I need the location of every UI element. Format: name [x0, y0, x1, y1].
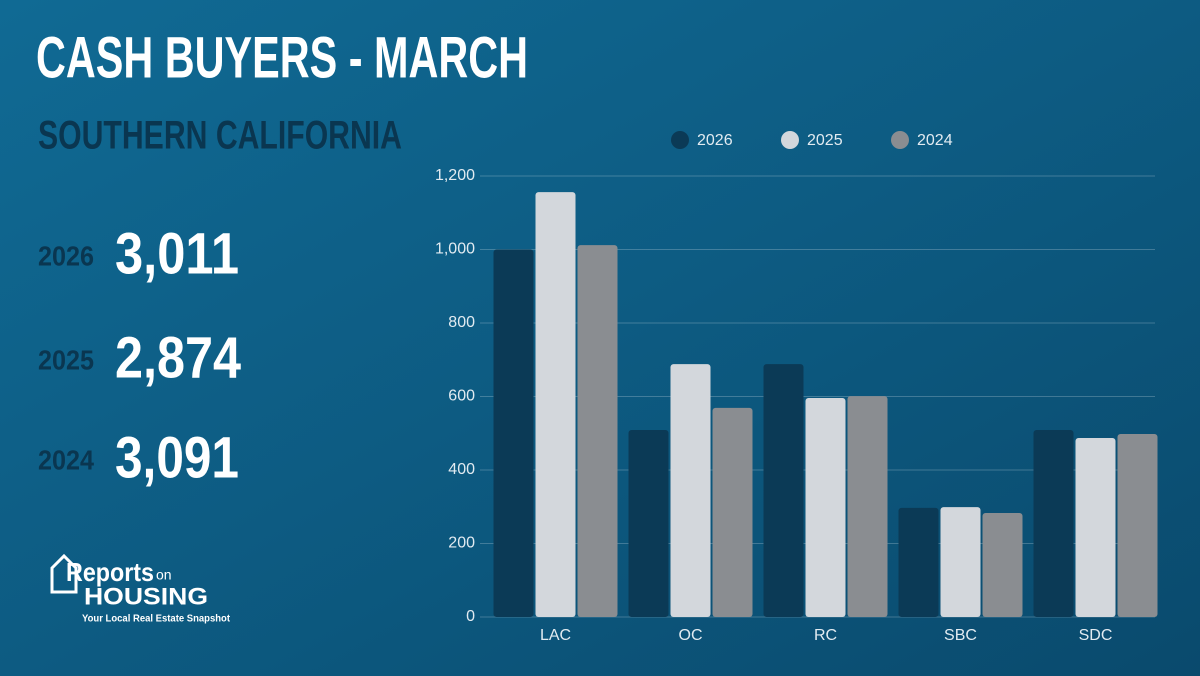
bar: [805, 397, 846, 617]
y-tick-label: 1,000: [435, 241, 475, 258]
chart-subtitle: SOUTHERN CALIFORNIA: [38, 114, 402, 158]
x-tick-label: RC: [814, 627, 837, 644]
bar: [847, 396, 888, 617]
logo-brand: HOUSING: [84, 583, 208, 610]
bar: [982, 512, 1023, 617]
logo-tagline: Your Local Real Estate Snapshot: [82, 614, 231, 625]
x-tick-label: SDC: [1079, 627, 1113, 644]
legend-swatch: [891, 131, 909, 149]
bar: [1075, 438, 1116, 617]
bar: [670, 364, 711, 617]
bar: [628, 429, 669, 617]
y-tick-label: 1,200: [435, 167, 475, 184]
legend-label: 2026: [697, 132, 733, 149]
summary-total: 3,011: [115, 221, 239, 286]
chart-title: CASH BUYERS - MARCH: [36, 25, 528, 90]
y-tick-label: 200: [448, 535, 475, 552]
legend-label: 2025: [807, 132, 843, 149]
x-tick-label: SBC: [944, 627, 977, 644]
summary-total: 3,091: [115, 425, 239, 490]
bar: [577, 245, 618, 617]
x-tick-label: OC: [679, 627, 703, 644]
summary-year: 2026: [38, 240, 94, 271]
bar: [763, 364, 804, 617]
logo: Reports on HOUSING Your Local Real Estat…: [50, 553, 231, 625]
logo-icon: [50, 553, 78, 594]
bar: [493, 249, 534, 617]
y-tick-label: 800: [448, 314, 475, 331]
y-tick-label: 0: [466, 608, 475, 625]
logo-name: Reports: [66, 557, 154, 587]
bar: [898, 507, 939, 617]
x-tick-label: LAC: [540, 627, 571, 644]
bar: [1033, 429, 1074, 617]
y-tick-label: 600: [448, 388, 475, 405]
logo-small: on: [156, 567, 172, 583]
legend-swatch: [781, 131, 799, 149]
bar: [535, 192, 576, 618]
bar: [712, 407, 753, 617]
bar: [1117, 433, 1158, 617]
legend-label: 2024: [917, 132, 953, 149]
summary-year: 2024: [38, 444, 94, 475]
y-tick-label: 400: [448, 461, 475, 478]
legend-swatch: [671, 131, 689, 149]
summary-year: 2025: [38, 344, 94, 375]
bar: [940, 507, 981, 617]
summary-total: 2,874: [115, 325, 241, 390]
